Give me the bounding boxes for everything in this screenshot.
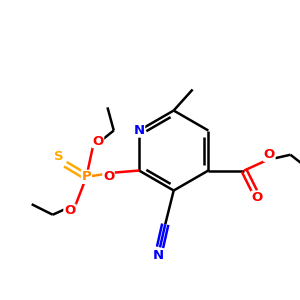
Text: P: P [82,170,91,183]
Text: S: S [54,150,64,163]
Text: N: N [134,124,145,137]
Text: O: O [103,170,114,183]
Text: N: N [152,249,164,262]
Text: O: O [264,148,275,161]
Text: O: O [251,191,262,204]
Text: O: O [92,135,104,148]
Text: O: O [64,204,75,217]
